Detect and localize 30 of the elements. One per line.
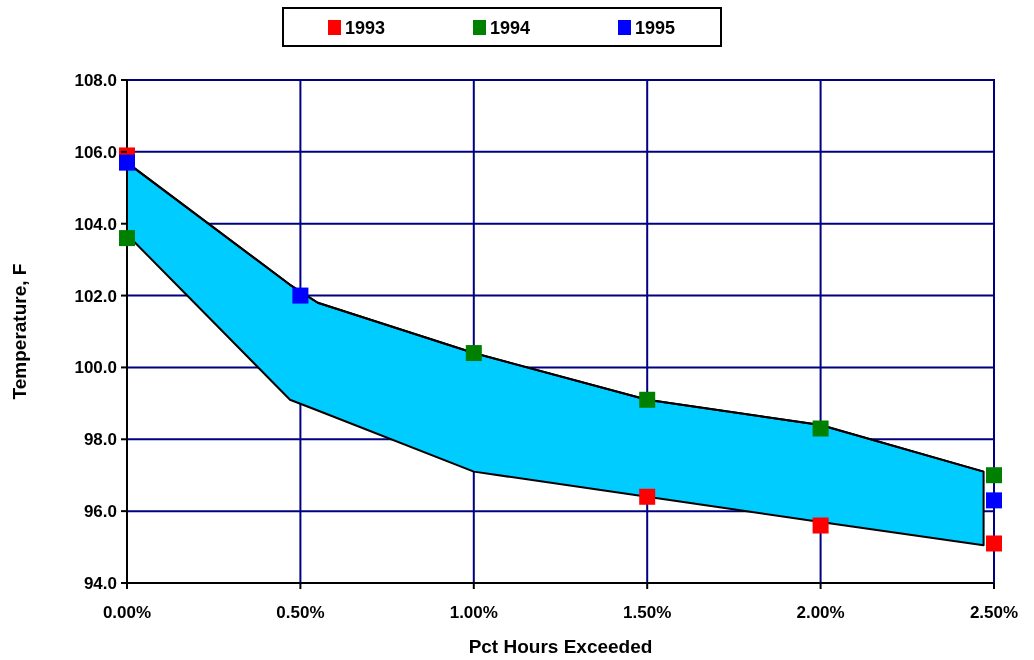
x-tick-label: 0.50%: [276, 603, 325, 622]
x-tick-label: 2.50%: [969, 603, 1019, 622]
point: [639, 488, 656, 505]
point: [986, 467, 1002, 484]
x-axis-title: Pct Hours Exceeded: [468, 636, 653, 657]
point: [986, 535, 1002, 552]
y-tick-label: 98.0: [83, 430, 117, 450]
point: [465, 345, 482, 362]
y-tick-label: 100.0: [74, 358, 117, 378]
x-tick-label: 0.00%: [102, 603, 152, 622]
legend-label: 1993: [345, 18, 386, 38]
point: [639, 391, 656, 408]
y-axis-title: Temperature, F: [9, 263, 30, 400]
point: [812, 420, 829, 437]
point: [119, 154, 135, 171]
point: [119, 230, 135, 247]
y-tick-label: 104.0: [74, 214, 117, 234]
legend-label: 1995: [635, 18, 676, 38]
x-tick-label: 1.50%: [623, 603, 672, 622]
y-tick-label: 102.0: [74, 286, 117, 306]
point: [986, 492, 1002, 509]
y-tick-label: 108.0: [74, 70, 117, 90]
point: [292, 287, 309, 304]
legend-label: 1994: [490, 18, 531, 38]
y-tick-label: 96.0: [83, 502, 117, 522]
y-tick-label: 106.0: [74, 142, 117, 162]
y-tick-label: 94.0: [83, 573, 117, 593]
x-tick-label: 2.00%: [796, 603, 845, 622]
point: [812, 517, 829, 534]
x-tick-label: 1.00%: [449, 603, 498, 622]
